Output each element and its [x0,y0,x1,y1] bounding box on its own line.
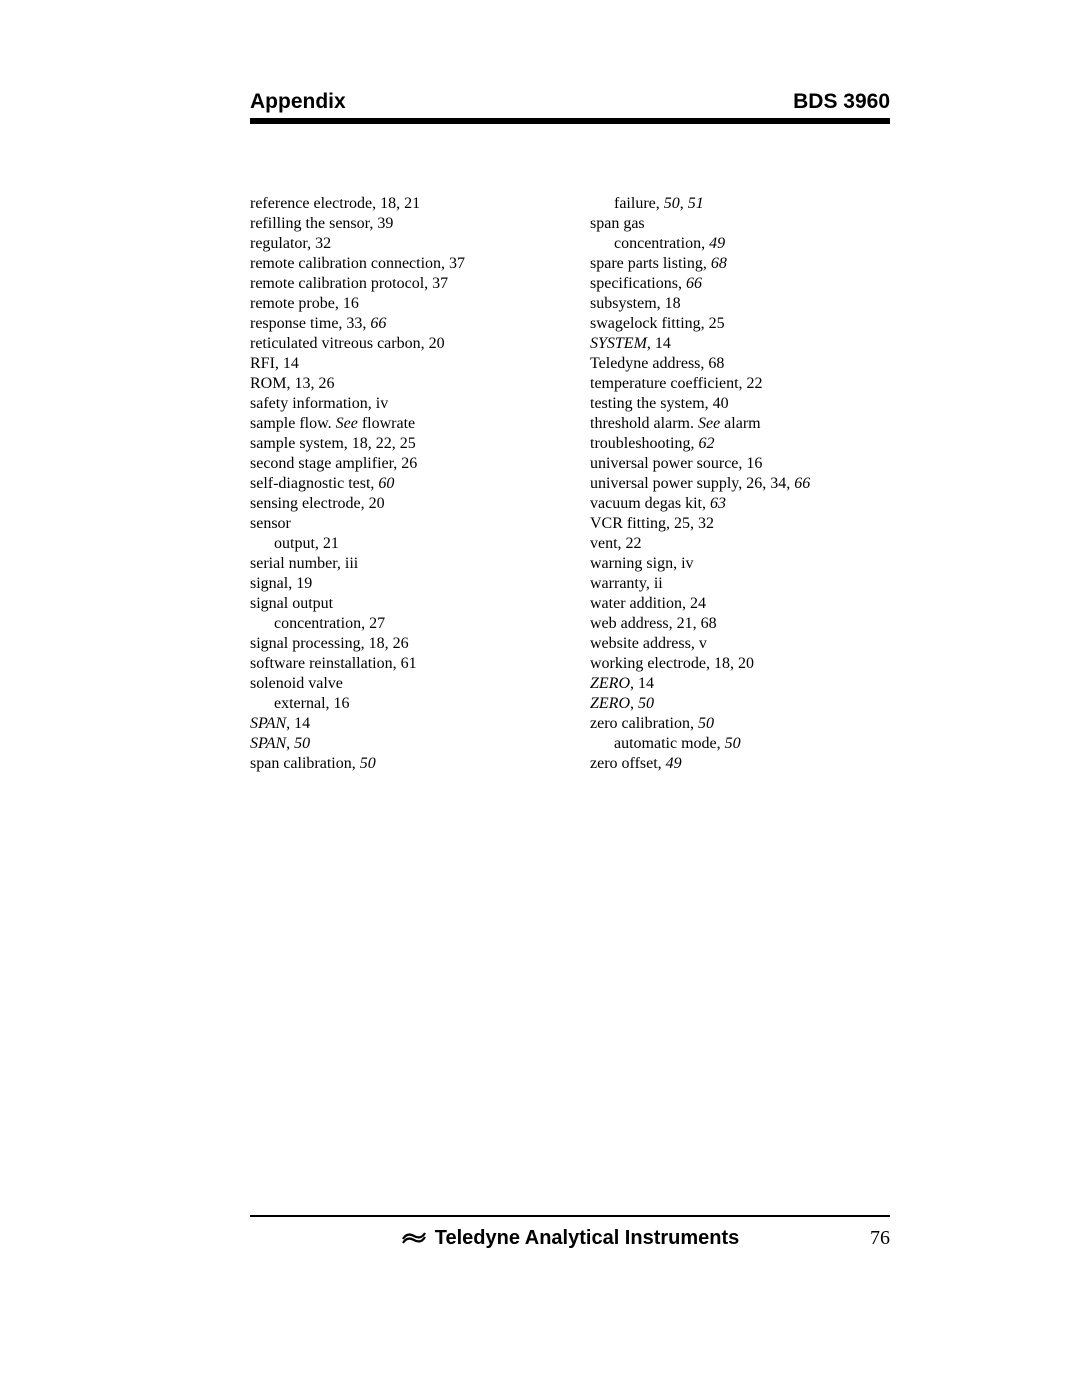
index-entry: refilling the sensor, 39 [250,214,550,234]
index-entry: testing the system, 40 [590,394,890,414]
index-entry: sample flow. See flowrate [250,414,550,434]
index-area: reference electrode, 18, 21refilling the… [250,194,890,774]
index-entry: SPAN, 50 [250,734,550,754]
index-entry: RFI, 14 [250,354,550,374]
index-entry: VCR fitting, 25, 32 [590,514,890,534]
index-entry: failure, 50, 51 [590,194,890,214]
index-entry: output, 21 [250,534,550,554]
index-entry: serial number, iii [250,554,550,574]
index-entry: safety information, iv [250,394,550,414]
index-entry: Teledyne address, 68 [590,354,890,374]
index-entry: signal processing, 18, 26 [250,634,550,654]
index-entry: reference electrode, 18, 21 [250,194,550,214]
index-entry: water addition, 24 [590,594,890,614]
page-content: Appendix BDS 3960 reference electrode, 1… [250,90,890,774]
header-rule [250,118,890,124]
index-entry: signal output [250,594,550,614]
index-entry: sensor [250,514,550,534]
index-entry: automatic mode, 50 [590,734,890,754]
index-entry: swagelock fitting, 25 [590,314,890,334]
index-entry: warranty, ii [590,574,890,594]
index-entry: troubleshooting, 62 [590,434,890,454]
index-entry: ZERO, 50 [590,694,890,714]
index-entry: subsystem, 18 [590,294,890,314]
index-entry: specifications, 66 [590,274,890,294]
index-entry: ZERO, 14 [590,674,890,694]
index-entry: remote calibration connection, 37 [250,254,550,274]
index-entry: spare parts listing, 68 [590,254,890,274]
header-row: Appendix BDS 3960 [250,90,890,118]
index-column-1: reference electrode, 18, 21refilling the… [250,194,550,774]
index-entry: temperature coefficient, 22 [590,374,890,394]
index-entry: warning sign, iv [590,554,890,574]
index-column-2: failure, 50, 51span gasconcentration, 49… [590,194,890,774]
index-entry: response time, 33, 66 [250,314,550,334]
index-entry: universal power supply, 26, 34, 66 [590,474,890,494]
header-left: Appendix [250,90,346,114]
footer: Teledyne Analytical Instruments 76 [250,1215,890,1250]
index-entry: sensing electrode, 20 [250,494,550,514]
footer-rule [250,1215,890,1217]
index-entry: web address, 21, 68 [590,614,890,634]
index-entry: regulator, 32 [250,234,550,254]
index-entry: threshold alarm. See alarm [590,414,890,434]
index-entry: external, 16 [250,694,550,714]
index-entry: concentration, 27 [250,614,550,634]
index-entry: signal, 19 [250,574,550,594]
index-entry: vacuum degas kit, 63 [590,494,890,514]
index-entry: SPAN, 14 [250,714,550,734]
footer-row: Teledyne Analytical Instruments 76 [250,1227,890,1250]
index-entry: vent, 22 [590,534,890,554]
index-entry: remote probe, 16 [250,294,550,314]
index-entry: zero offset, 49 [590,754,890,774]
index-entry: zero calibration, 50 [590,714,890,734]
index-entry: website address, v [590,634,890,654]
index-entry: concentration, 49 [590,234,890,254]
footer-company: Teledyne Analytical Instruments [435,1227,740,1250]
header-right: BDS 3960 [793,90,890,114]
index-entry: span gas [590,214,890,234]
index-entry: working electrode, 18, 20 [590,654,890,674]
index-entry: self-diagnostic test, 60 [250,474,550,494]
index-entry: second stage amplifier, 26 [250,454,550,474]
index-entry: reticulated vitreous carbon, 20 [250,334,550,354]
index-entry: solenoid valve [250,674,550,694]
index-entry: remote calibration protocol, 37 [250,274,550,294]
page-number: 76 [870,1227,890,1250]
index-entry: universal power source, 16 [590,454,890,474]
index-entry: software reinstallation, 61 [250,654,550,674]
index-entry: SYSTEM, 14 [590,334,890,354]
index-entry: sample system, 18, 22, 25 [250,434,550,454]
teledyne-logo-icon [401,1230,427,1248]
index-entry: ROM, 13, 26 [250,374,550,394]
index-entry: span calibration, 50 [250,754,550,774]
